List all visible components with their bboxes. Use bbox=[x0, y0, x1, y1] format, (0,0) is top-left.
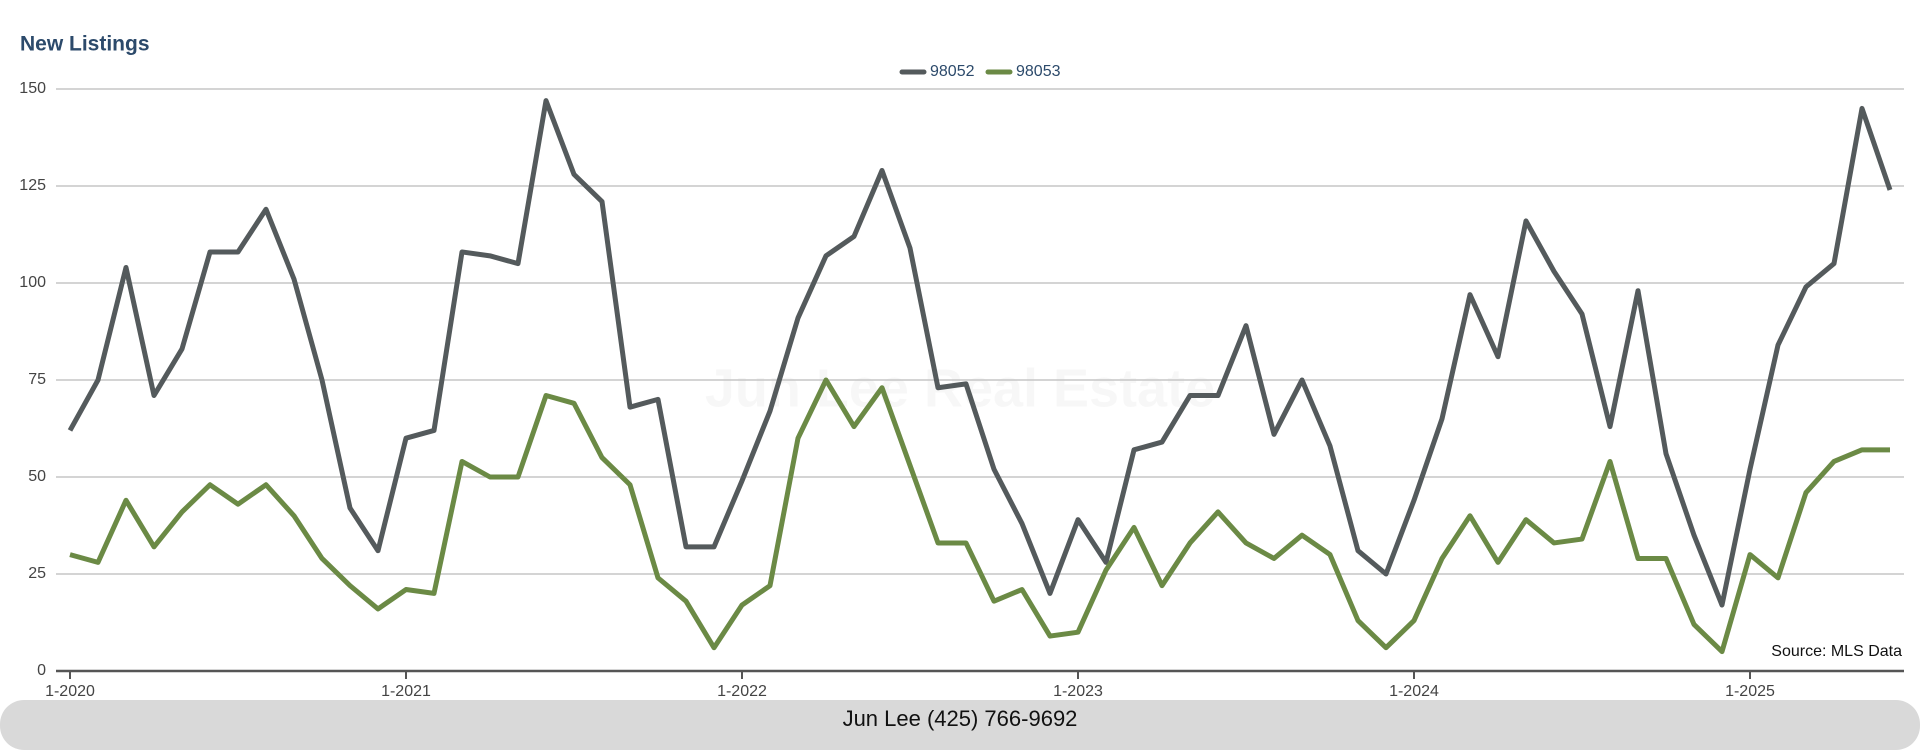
y-tick-label: 100 bbox=[19, 274, 46, 291]
footer-band bbox=[0, 700, 1920, 750]
legend-label: 98052 bbox=[930, 63, 975, 80]
x-tick-label: 1-2022 bbox=[717, 683, 767, 700]
y-tick-label: 125 bbox=[19, 177, 46, 194]
x-tick-label: 1-2024 bbox=[1389, 683, 1439, 700]
x-tick-label: 1-2020 bbox=[45, 683, 95, 700]
series-line bbox=[69, 377, 1890, 655]
x-tick-label: 1-2021 bbox=[381, 683, 431, 700]
chart-title: New Listings bbox=[20, 33, 150, 56]
legend-label: 98053 bbox=[1016, 63, 1061, 80]
x-tick-label: 1-2025 bbox=[1725, 683, 1775, 700]
y-tick-label: 0 bbox=[37, 662, 46, 679]
y-tick-label: 25 bbox=[28, 565, 46, 582]
footer: Jun Lee (425) 766-9692 bbox=[843, 706, 1078, 731]
y-tick-label: 50 bbox=[28, 468, 46, 485]
source: Source: MLS Data bbox=[1771, 643, 1902, 660]
y-tick-label: 150 bbox=[19, 80, 46, 97]
y-tick-label: 75 bbox=[28, 371, 46, 388]
x-tick-label: 1-2023 bbox=[1053, 683, 1103, 700]
series-line bbox=[67, 98, 1893, 608]
